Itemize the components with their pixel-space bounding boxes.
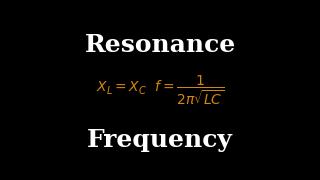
Text: Frequency: Frequency: [87, 128, 233, 152]
Text: Resonance: Resonance: [84, 33, 236, 57]
Text: $X_L = X_C \ \ f = \dfrac{1}{2\pi\sqrt{LC}}$: $X_L = X_C \ \ f = \dfrac{1}{2\pi\sqrt{L…: [96, 73, 224, 107]
